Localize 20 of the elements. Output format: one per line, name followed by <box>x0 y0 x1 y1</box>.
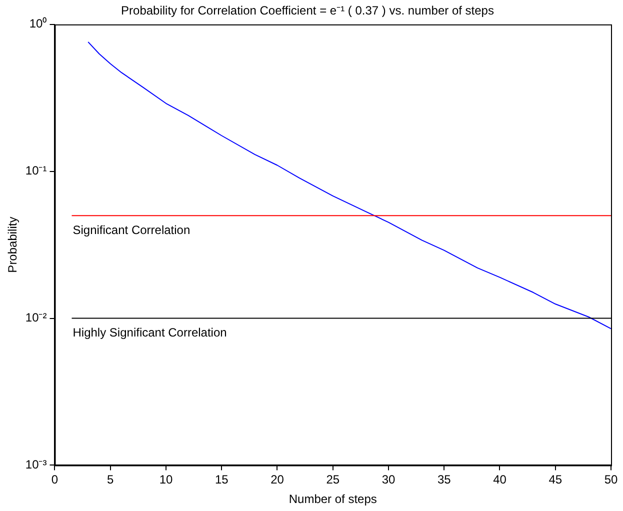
x-tick-label: 15 <box>214 472 229 487</box>
x-tick-label: 10 <box>159 472 173 487</box>
chart-title: Probability for Correlation Coefficient = e⁻¹ ( 0.37 ) vs. number of steps <box>121 4 494 18</box>
y-tick-label: 10⁰ <box>29 16 47 31</box>
x-tick-label: 40 <box>493 472 507 487</box>
y-tick-label: 10⁻³ <box>25 458 47 472</box>
x-tick-label: 25 <box>326 472 340 487</box>
ref-line-label: Significant Correlation <box>72 222 190 237</box>
x-tick-label: 50 <box>604 472 618 487</box>
y-tick-label: 10⁻² <box>25 310 47 325</box>
x-tick-label: 30 <box>382 472 396 487</box>
x-tick-label: 20 <box>270 472 284 487</box>
x-axis-title: Number of steps <box>288 492 377 506</box>
y-tick-label: 10⁻¹ <box>25 164 47 178</box>
y-axis-title: Probability <box>6 216 20 273</box>
ref-line-label: Highly Significant Correlation <box>72 326 227 340</box>
x-tick-label: 35 <box>437 472 452 487</box>
x-tick-label: 5 <box>107 472 114 487</box>
x-tick-label: 45 <box>548 472 562 487</box>
x-tick-label: 0 <box>51 472 58 487</box>
